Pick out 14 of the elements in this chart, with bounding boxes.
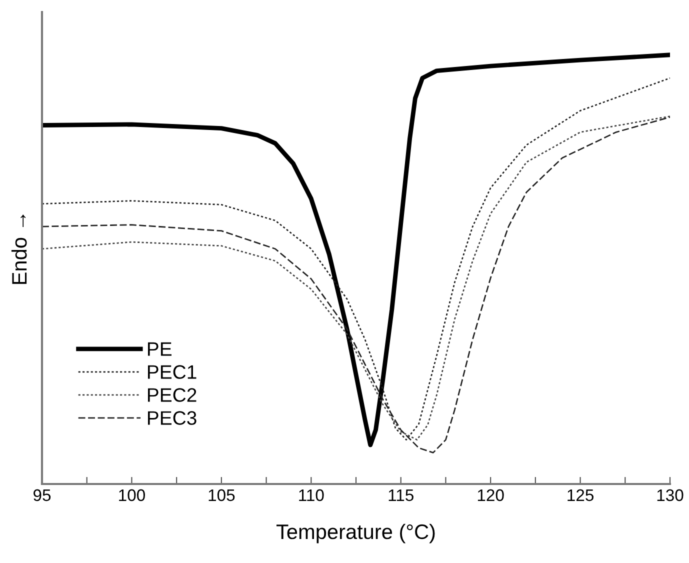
legend-label: PEC3 [148,411,196,425]
y-axis-title: Endo → [11,214,27,284]
x-tick-label: 105 [208,489,235,502]
x-tick-label: 120 [478,489,504,502]
x-axis-title: Temperature (°C) [276,524,435,544]
x-tick-label: 125 [568,489,594,502]
legend-label: PEC2 [148,388,196,402]
legend-label: PE [148,342,172,356]
x-tick-label: 110 [299,489,324,502]
x-tick-label: 115 [388,489,414,502]
legend-label: PEC1 [148,365,196,379]
x-tick-label: 100 [119,489,145,502]
x-tick-label: 130 [657,489,684,502]
x-tick-label: 95 [34,489,51,502]
